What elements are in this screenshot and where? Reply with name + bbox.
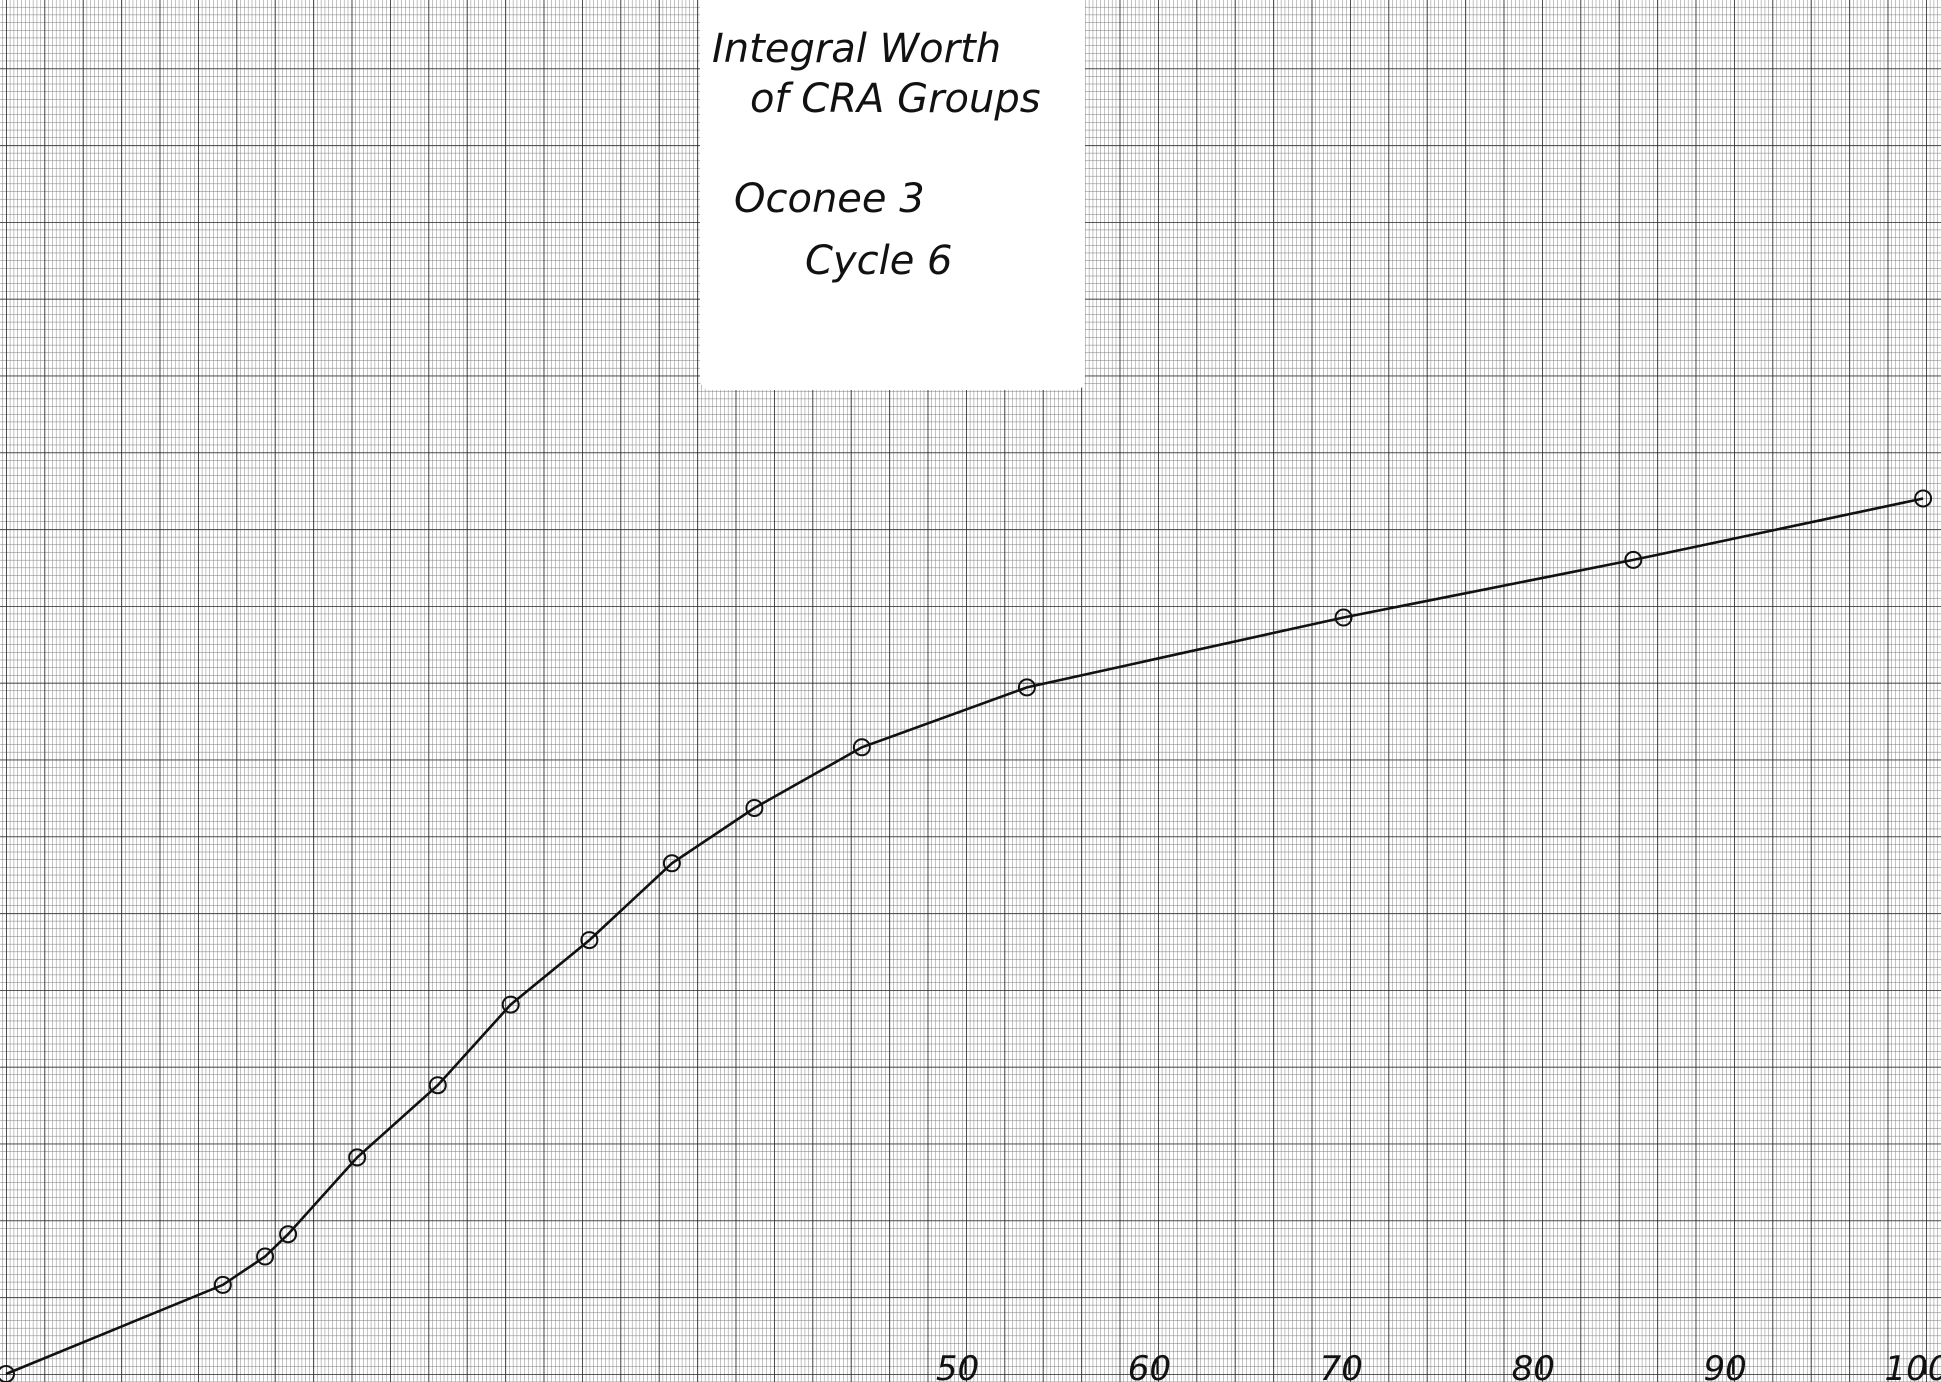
- x-tick-label: 90: [1703, 1349, 1746, 1382]
- page: Integral Worth of CRA Groups html, body …: [0, 0, 1941, 1382]
- x-tick-label: 100: [1885, 1349, 1941, 1382]
- subtitle-line: Cycle 6: [805, 238, 952, 284]
- subtitle-line: Oconee 3: [734, 176, 925, 222]
- x-tick-label: 80: [1512, 1349, 1555, 1382]
- title-line: of CRA Groups: [750, 76, 1041, 122]
- chart: Integral Worth of CRA Groups Oconee 3 Cy…: [0, 0, 1941, 1382]
- x-tick-label: 60: [1128, 1349, 1171, 1382]
- page-body: {"chart_data": { "type": "line", "title"…: [0, 0, 1941, 1382]
- x-tick-label: 50: [936, 1349, 979, 1382]
- title-line: Integral Worth: [712, 26, 1001, 72]
- x-tick-label: 70: [1320, 1349, 1363, 1382]
